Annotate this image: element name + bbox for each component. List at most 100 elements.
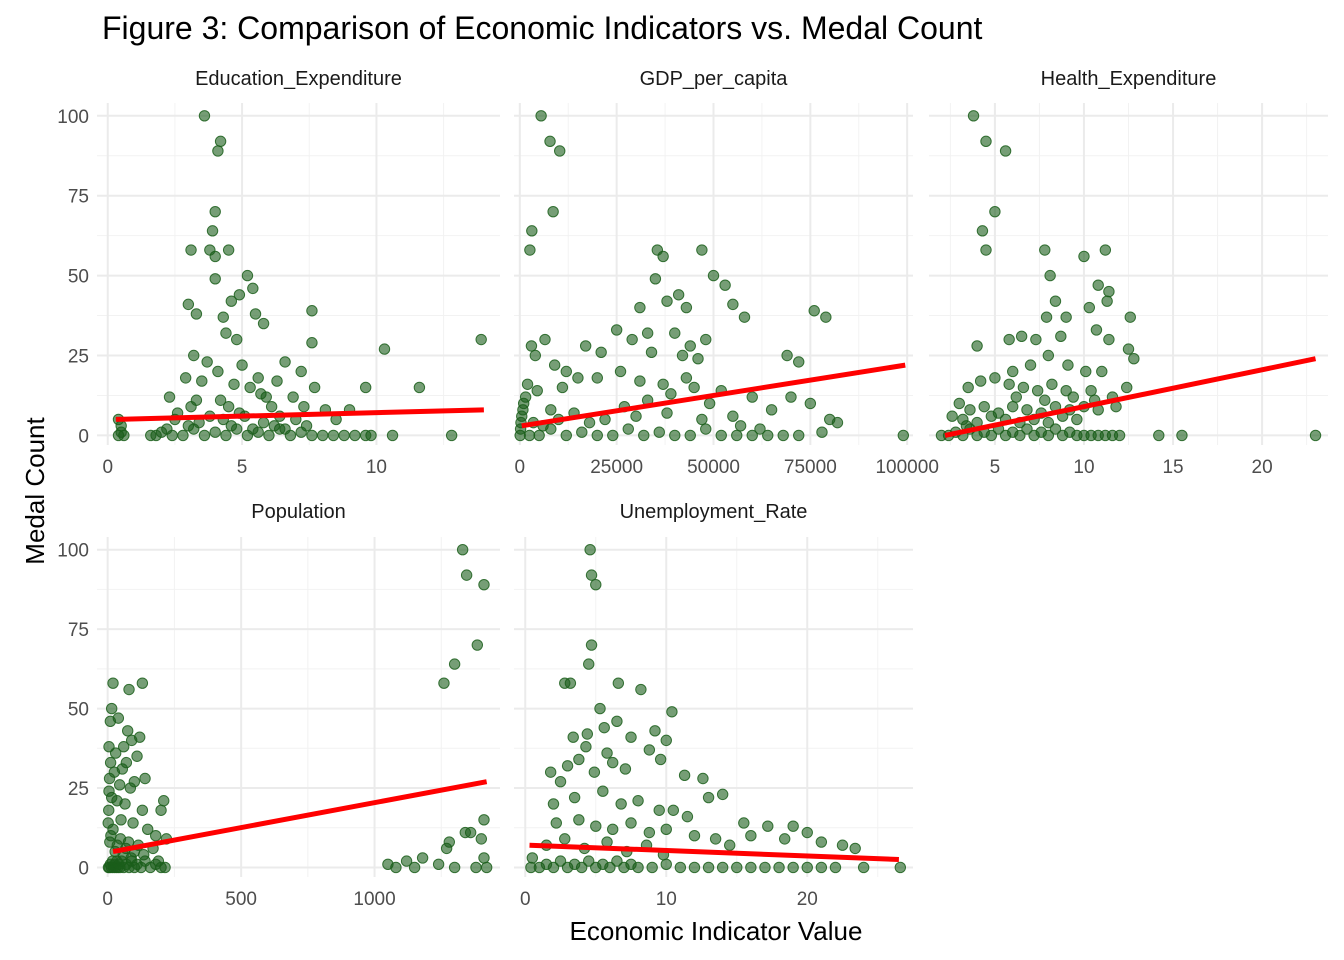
scatter-point bbox=[182, 420, 195, 432]
scatter-point bbox=[1055, 330, 1067, 343]
scatter-point bbox=[696, 413, 708, 426]
trend-line bbox=[112, 779, 488, 855]
x-tick-label: 5 bbox=[990, 457, 1001, 478]
x-tick-label: 5 bbox=[237, 457, 248, 478]
scatter-point bbox=[985, 429, 998, 442]
scatter-point bbox=[572, 372, 584, 384]
scatter-point bbox=[606, 756, 619, 769]
scatter-point bbox=[575, 861, 588, 874]
scatter-point bbox=[136, 804, 149, 816]
scatter-point bbox=[1042, 416, 1055, 429]
scatter-point bbox=[545, 404, 557, 416]
scatter-point bbox=[604, 861, 616, 874]
scatter-point bbox=[793, 429, 805, 442]
facet-panel: Unemployment_Rate 0 10 20 bbox=[514, 501, 913, 910]
scatter-point bbox=[480, 861, 493, 874]
scatter-point bbox=[338, 429, 350, 442]
scatter-point bbox=[1046, 378, 1058, 390]
scatter-point bbox=[777, 429, 789, 442]
scatter-point bbox=[583, 658, 595, 670]
scatter-point bbox=[408, 861, 421, 874]
scatter-point bbox=[590, 578, 602, 591]
scatter-point bbox=[214, 394, 227, 406]
scatter-point bbox=[1128, 353, 1140, 365]
x-tick-label: 0 bbox=[520, 889, 531, 910]
scatter-point bbox=[626, 333, 638, 346]
scatter-point bbox=[268, 420, 281, 432]
scatter-point bbox=[287, 391, 299, 403]
y-tick-label: 50 bbox=[68, 267, 89, 288]
scatter-point bbox=[607, 429, 619, 442]
scatter-point bbox=[801, 826, 813, 839]
y-tick-label: 0 bbox=[78, 858, 89, 879]
scatter-point bbox=[464, 826, 477, 839]
scatter-point bbox=[590, 820, 602, 832]
scatter-point bbox=[298, 400, 310, 413]
x-tick-label: 0 bbox=[102, 457, 113, 478]
scatter-point bbox=[225, 420, 238, 432]
scatter-point bbox=[606, 823, 619, 836]
scatter-point bbox=[759, 861, 771, 874]
scatter-point bbox=[657, 378, 669, 390]
scatter-point bbox=[762, 820, 774, 832]
scatter-point bbox=[554, 855, 567, 867]
scatter-point bbox=[976, 225, 989, 237]
scatter-point bbox=[438, 677, 450, 689]
scatter-point bbox=[544, 135, 556, 148]
scatter-point bbox=[220, 429, 232, 442]
scatter-point bbox=[702, 861, 715, 874]
scatter-point bbox=[136, 677, 149, 689]
scatter-point bbox=[974, 375, 987, 387]
scatter-point bbox=[560, 365, 572, 378]
scatter-point bbox=[1007, 365, 1019, 378]
scatter-point bbox=[643, 826, 656, 839]
scatter-point bbox=[669, 327, 681, 339]
scatter-point bbox=[1007, 400, 1019, 413]
scatter-point bbox=[475, 833, 488, 845]
scatter-point bbox=[560, 429, 572, 442]
scatter-point bbox=[646, 861, 658, 874]
scatter-point bbox=[580, 741, 592, 753]
scatter-point bbox=[610, 324, 623, 336]
scatter-point bbox=[681, 810, 694, 823]
scatter-point bbox=[634, 301, 646, 314]
scatter-point bbox=[588, 766, 601, 778]
scatter-point bbox=[544, 766, 557, 778]
scatter-points bbox=[112, 110, 487, 442]
scatter-point bbox=[836, 839, 849, 851]
scatter-point bbox=[692, 353, 704, 365]
scatter-point bbox=[390, 861, 402, 874]
scatter-point bbox=[1078, 250, 1090, 263]
scatter-point bbox=[1039, 244, 1051, 256]
scatter-point bbox=[738, 817, 750, 829]
scatter-point bbox=[649, 273, 662, 285]
x-tick-label: 1000 bbox=[353, 889, 395, 910]
scatter-point bbox=[113, 779, 126, 791]
scatter-point bbox=[209, 250, 221, 263]
scatter-point bbox=[688, 381, 700, 394]
scatter-point bbox=[688, 829, 701, 842]
scatter-point bbox=[738, 311, 751, 323]
scatter-point bbox=[1083, 301, 1096, 314]
scatter-point bbox=[746, 391, 758, 403]
y-tick-label: 25 bbox=[68, 347, 89, 368]
scatter-point bbox=[190, 308, 203, 320]
scatter-point bbox=[561, 760, 574, 772]
scatter-point bbox=[815, 861, 828, 874]
y-tick-label: 0 bbox=[78, 426, 89, 447]
scatter-points bbox=[514, 110, 910, 442]
scatter-point bbox=[150, 829, 162, 842]
scatter-point bbox=[445, 429, 458, 442]
scatter-point bbox=[279, 356, 291, 368]
figure-title: Figure 3: Comparison of Economic Indicat… bbox=[102, 10, 983, 46]
scatter-point bbox=[669, 429, 681, 442]
scatter-point bbox=[661, 295, 673, 307]
scatter-point bbox=[787, 820, 799, 832]
scatter-point bbox=[179, 372, 192, 384]
scatter-point bbox=[1103, 333, 1115, 346]
scatter-point bbox=[478, 578, 490, 591]
scatter-point bbox=[533, 429, 545, 442]
scatter-point bbox=[247, 282, 259, 295]
